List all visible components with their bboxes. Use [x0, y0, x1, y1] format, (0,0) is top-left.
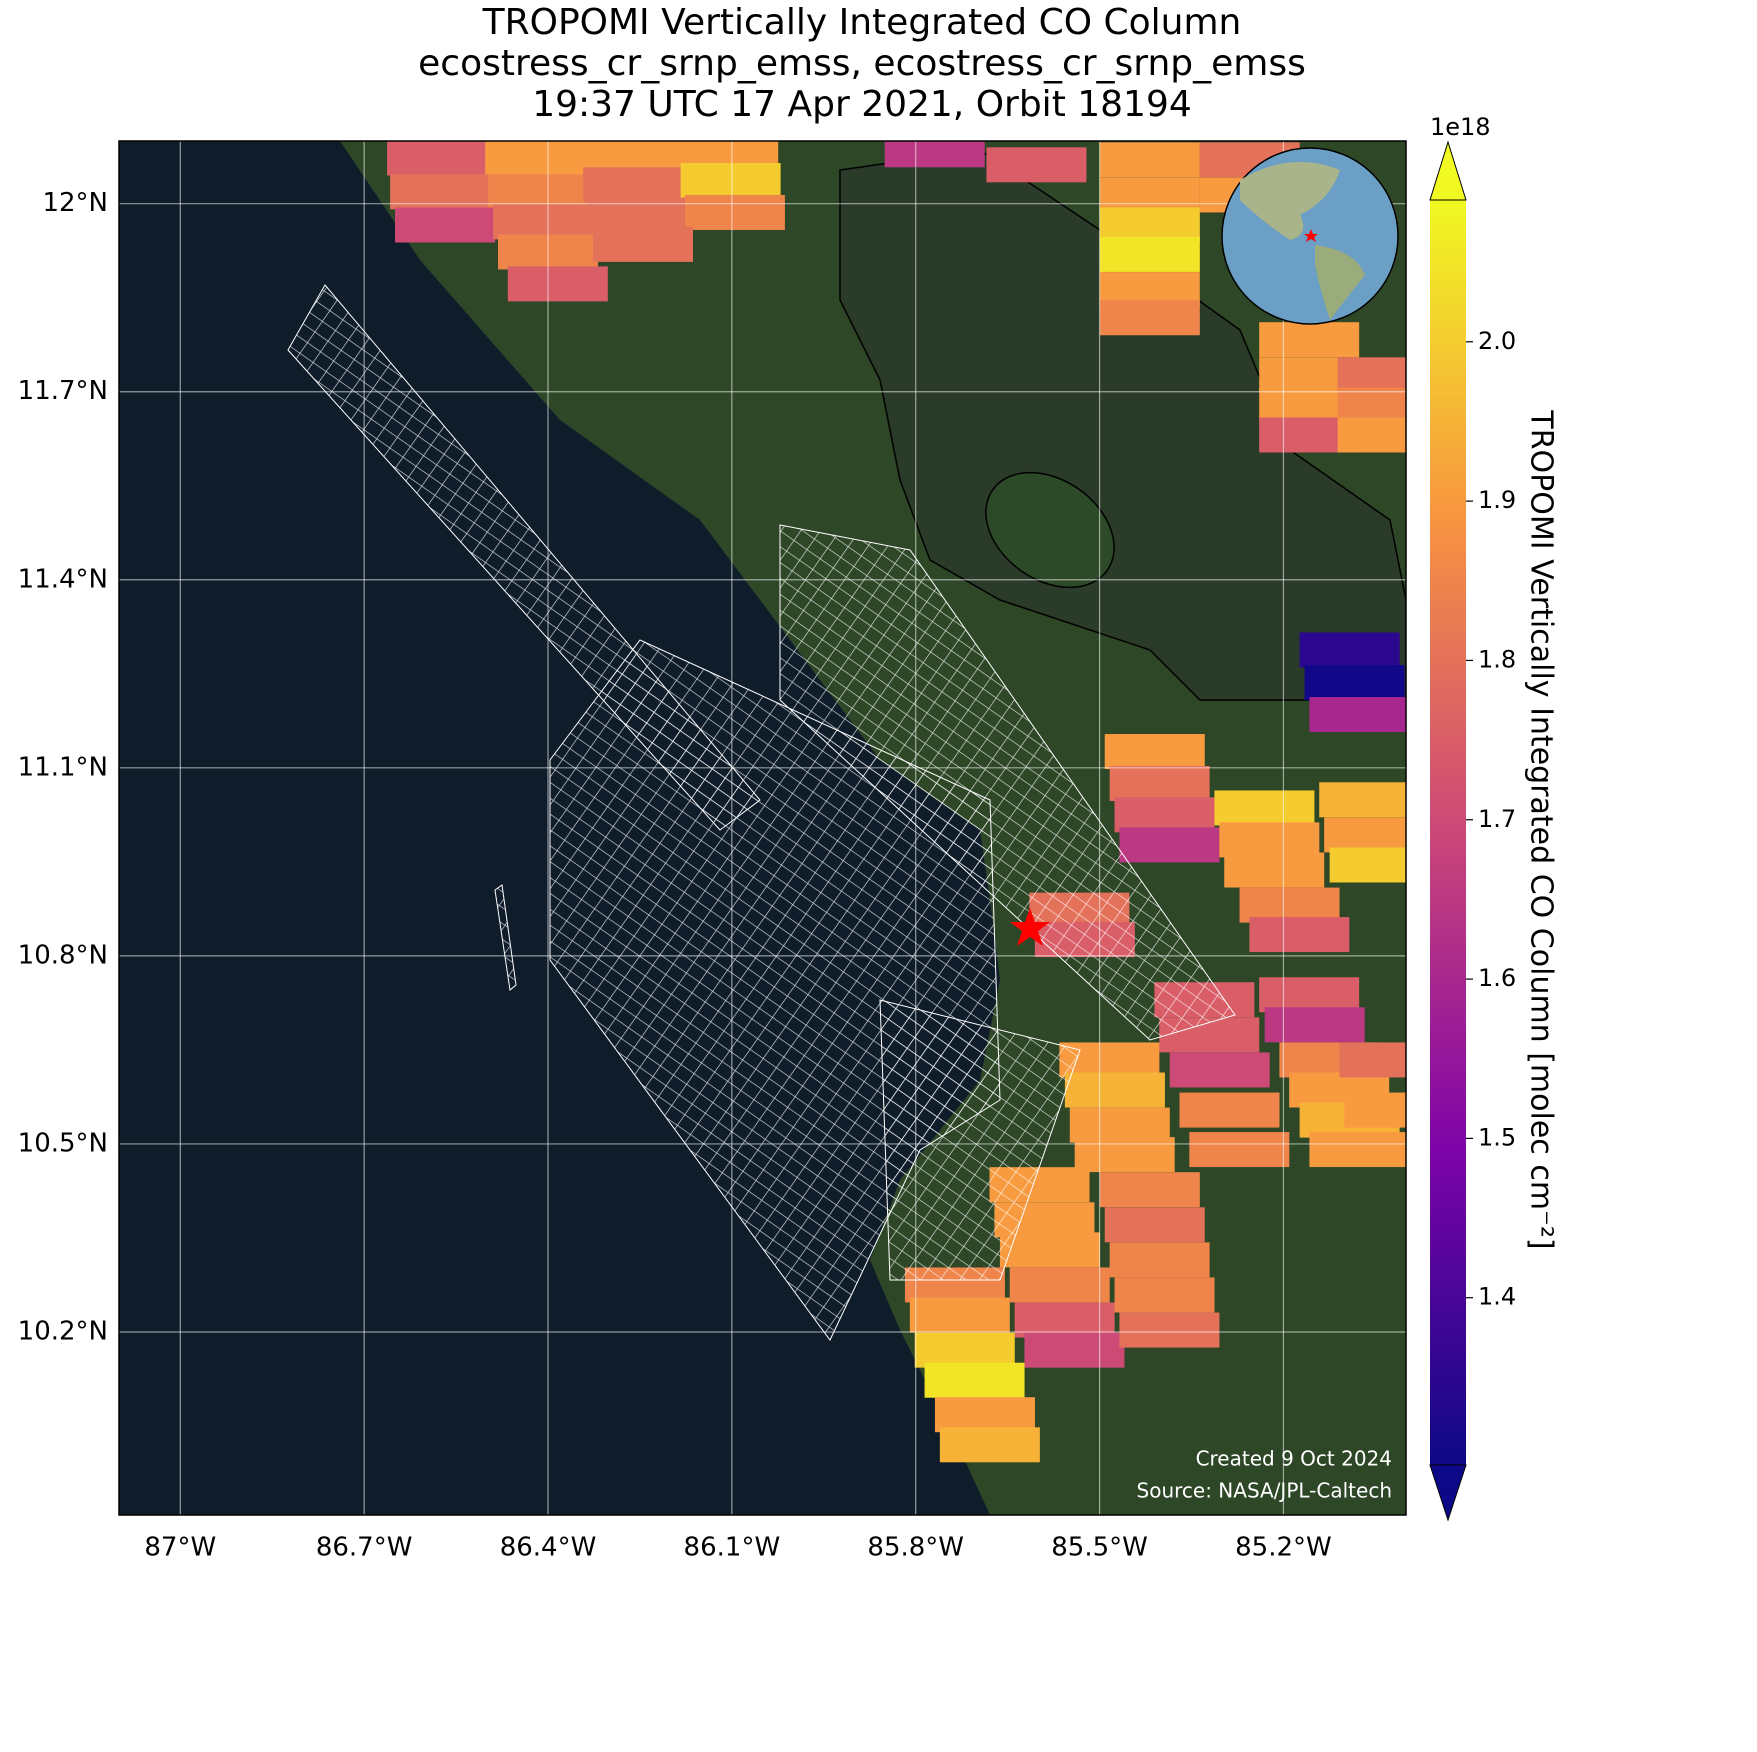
co-cell — [939, 1427, 1040, 1463]
co-cell — [387, 141, 488, 176]
y-tick-label: 10.5°N — [18, 1128, 108, 1158]
co-cell — [914, 1332, 1015, 1368]
subtitle: 19:37 UTC 17 Apr 2021, Orbit 18194 — [532, 84, 1192, 125]
co-cell — [1337, 417, 1406, 453]
co-cell — [1319, 782, 1406, 818]
co-cell — [1309, 1132, 1406, 1168]
colorbar-tick-label: 1.8 — [1478, 645, 1516, 673]
y-tick-label: 11.7°N — [18, 376, 108, 406]
colorbar-extend — [1429, 140, 1467, 201]
co-cell — [934, 1397, 1035, 1433]
x-tick-label: 86.4°W — [500, 1533, 597, 1563]
colorbar-tick-label: 1.9 — [1478, 486, 1516, 514]
x-tick-label: 86.7°W — [316, 1533, 413, 1563]
footer-text: Created 9 Oct 2024 — [1196, 1447, 1392, 1471]
y-tick-label: 10.2°N — [18, 1316, 108, 1346]
site-marker — [1010, 908, 1050, 946]
co-cell — [1264, 1007, 1365, 1043]
map: Created 9 Oct 2024 Source: NASA/JPL-Calt… — [119, 141, 1406, 1515]
x-tick-label: 85.5°W — [1051, 1533, 1148, 1563]
co-cell — [493, 204, 594, 240]
island — [985, 471, 1115, 589]
co-cell — [583, 167, 684, 203]
co-cell — [1104, 1207, 1205, 1243]
co-cell — [1259, 977, 1360, 1013]
co-cell — [1329, 847, 1406, 883]
co-cell — [1104, 734, 1205, 770]
co-cell — [1099, 300, 1200, 336]
co-cell — [999, 1232, 1100, 1268]
subtitle: ecostress_cr_srnp_emss, ecostress_cr_srn… — [418, 43, 1306, 84]
co-cell — [680, 162, 781, 198]
co-cell — [1337, 387, 1406, 423]
x-tick-label: 87°W — [144, 1533, 216, 1563]
colorbar-tick-label: 1.7 — [1478, 805, 1516, 833]
footer-text: Source: NASA/JPL-Caltech — [1137, 1479, 1392, 1503]
co-cell — [1099, 177, 1200, 213]
colorbar-offset: 1e18 — [1430, 113, 1491, 141]
co-cell — [1064, 1072, 1165, 1108]
y-tick-label: 11.4°N — [18, 564, 108, 594]
co-cell — [1169, 1052, 1270, 1088]
x-tick-label: 85.2°W — [1235, 1533, 1332, 1563]
co-cell — [924, 1362, 1025, 1398]
co-cell — [909, 1297, 1010, 1333]
globe-inset — [1221, 147, 1399, 325]
co-cell — [684, 194, 785, 230]
co-cell — [1179, 1092, 1280, 1128]
co-cell — [1259, 322, 1360, 358]
co-cell — [1009, 1267, 1110, 1303]
co-cell — [1304, 665, 1405, 701]
co-cell — [1074, 1137, 1175, 1173]
co-cell — [1339, 1042, 1406, 1078]
co-cell — [395, 207, 496, 243]
co-cell — [485, 141, 586, 176]
co-cell — [1099, 1172, 1200, 1208]
co-cell — [592, 226, 693, 262]
title: TROPOMI Vertically Integrated CO Column — [482, 2, 1242, 43]
colorbar-label: TROPOMI Vertically Integrated CO Column … — [1524, 409, 1559, 1249]
co-cell — [1114, 797, 1215, 833]
y-tick-label: 11.1°N — [18, 752, 108, 782]
colorbar-extend — [1429, 1464, 1467, 1522]
co-cell — [1219, 822, 1320, 858]
x-tick-label: 85.8°W — [867, 1533, 964, 1563]
co-cell — [1309, 697, 1406, 733]
co-cell — [507, 266, 608, 302]
colorbar-body — [1430, 200, 1466, 1465]
co-cell — [1337, 357, 1406, 393]
colorbar-tick-label: 2.0 — [1478, 327, 1516, 355]
co-cell — [1109, 1242, 1210, 1278]
colorbar-tick-label: 1.4 — [1478, 1283, 1516, 1311]
co-cell — [1119, 827, 1220, 863]
co-cell — [1024, 1332, 1125, 1368]
co-cell — [986, 147, 1087, 183]
co-cell — [1119, 1312, 1220, 1348]
co-cell — [1249, 917, 1350, 953]
co-cell — [1189, 1132, 1290, 1168]
co-cell — [1224, 852, 1325, 888]
colorbar: 1e18 TROPOMI Vertically Integrated CO Co… — [1429, 113, 1559, 1522]
co-cell — [1099, 236, 1200, 272]
co-cell — [1069, 1107, 1170, 1143]
y-tick-label: 12°N — [42, 188, 108, 218]
x-tick-label: 86.1°W — [684, 1533, 781, 1563]
co-cell — [1114, 1277, 1215, 1313]
co-cell — [884, 141, 985, 168]
co-cell — [1324, 817, 1406, 853]
y-tick-label: 10.8°N — [18, 940, 108, 970]
map-frame — [118, 140, 1407, 1516]
co-cell — [1099, 207, 1200, 243]
colorbar-tick-label: 1.6 — [1478, 964, 1516, 992]
footprints — [287, 284, 1236, 1341]
co-cell — [1109, 765, 1210, 801]
co-cell — [1239, 887, 1340, 923]
co-cell — [1344, 1092, 1406, 1128]
co-cell — [1299, 632, 1400, 668]
co-cell — [1099, 142, 1200, 178]
co-cell — [1214, 790, 1315, 826]
colorbar-tick-label: 1.5 — [1478, 1123, 1516, 1151]
